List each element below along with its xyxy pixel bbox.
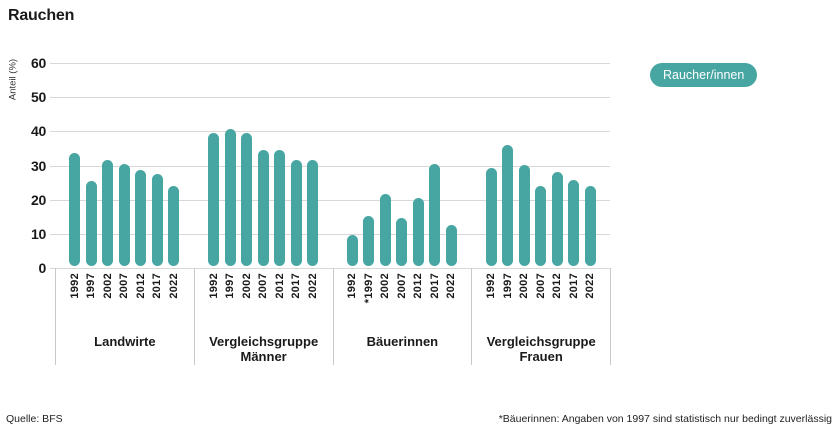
y-tick-label-50: 50 [31,89,46,106]
bar-2007 [118,163,130,266]
gridline-50 [50,97,610,99]
gridline-0 [50,268,610,269]
year-label: 2007 [118,273,131,299]
bars-row [55,63,194,268]
year-labels: 1992 1997 2002 2007 2012 2017 2022 [195,268,333,331]
y-tick-label-40: 40 [31,123,46,140]
year-label: 2017 [290,272,303,299]
y-tick-label-30: 30 [31,157,46,174]
year-label: 1992 [68,273,81,299]
bar-1997 [85,180,97,266]
bar-2012 [135,170,147,266]
year-label: 2002 [101,273,114,299]
footnote-text: *Bäuerinnen: Angaben von 1997 sind stati… [498,413,832,425]
plot-right-separator [610,268,611,365]
bar-2017 [429,163,441,266]
source-text: Quelle: BFS [6,413,63,425]
year-label: 1997 [224,272,237,299]
bar-1992 [208,132,220,266]
bar-2022 [168,185,180,266]
group-panel-1: 1992 1997 2002 2007 2012 2017 2022 Landwirte [55,63,194,365]
year-label: 2012 [273,272,286,299]
gridline-20 [50,199,610,201]
bar-1997 [502,144,514,266]
axis-box: 1992 1997 2002 2007 2012 2017 2022 Vergleichsgr… [471,267,610,365]
gridline-30 [50,165,610,167]
bar-2002 [518,165,530,266]
axis-box: 1992 *1997 2002 2007 2012 2017 2022 Bäuerinnen [332,268,472,365]
year-labels: 1992 1997 2002 2007 2012 2017 2022 [472,268,610,331]
group-panel-2: 1992 1997 2002 2007 2012 2017 2022 Vergleichsgr… [193,63,333,365]
year-label: 1992 [207,272,220,299]
bar-1992 [346,235,358,266]
year-label: 2012 [551,272,564,299]
year-label: 2007 [257,272,270,299]
year-label: 2022 [306,272,319,299]
bars-row [333,63,472,268]
year-label: 2007 [395,273,408,299]
year-label: 2012 [412,273,425,299]
year-label: 1997 [85,273,98,299]
year-label: 1997 [501,272,514,299]
year-label: 2012 [134,273,147,299]
axis-box: 1992 1997 2002 2007 2012 2017 2022 Vergleichsgr… [193,267,333,365]
bars-row [194,63,333,268]
group-label: Vergleichsgruppe Frauen [486,333,596,365]
y-tick-label-20: 20 [31,191,46,208]
bar-2017 [151,173,163,266]
y-tick-label-60: 60 [31,55,46,71]
bar-1992 [69,153,81,266]
plot-area [50,63,610,269]
group-label: Vergleichsgruppe Männer [209,333,319,365]
year-label: 2017 [567,272,580,299]
bar-2002 [102,160,114,266]
chart-title: Rauchen [8,7,75,24]
bar-2007 [257,149,269,266]
group-panel-3: 1992 *1997 2002 2007 2012 2017 2022 Bäuerinnen [332,63,472,365]
year-labels: 1992 *1997 2002 2007 2012 2017 2022 [334,268,472,331]
bar-2007 [396,218,408,266]
bar-2022 [445,225,457,266]
year-label: 2002 [518,272,531,299]
group-label: Landwirte [94,334,156,349]
bar-2017 [568,180,580,266]
year-label: 2002 [240,272,253,299]
bar-2012 [274,149,286,266]
gridline-10 [50,233,610,235]
group-label: Bäuerinnen [366,334,439,349]
bar-2017 [290,159,302,266]
year-label: 2022 [167,273,180,299]
group-panel-4: 1992 1997 2002 2007 2012 2017 2022 Vergleichsgr… [471,63,610,365]
gridline-40 [50,131,610,133]
bar-2012 [551,171,563,266]
year-label: 2022 [445,273,458,299]
year-labels: 1992 1997 2002 2007 2012 2017 2022 [56,268,194,331]
bar-2022 [307,159,319,266]
bar-2022 [584,185,596,266]
bar-2007 [535,185,547,266]
bar-1997 [224,129,236,266]
year-label: 1992 [485,272,498,299]
year-label: 2022 [584,272,597,299]
year-label: 2017 [151,273,164,299]
legend-pill[interactable]: Raucher/innen [650,63,758,87]
bars-row [471,63,610,268]
bar-2002 [241,132,253,266]
bar-2012 [412,197,424,266]
bar-2002 [379,194,391,266]
bar-1997 [363,216,375,266]
year-label: 1992 [346,273,359,299]
bar-panels: 1992 1997 2002 2007 2012 2017 2022 Landwirte 199… [55,63,610,365]
bar-1992 [485,168,497,266]
gridline-60 [50,63,610,64]
year-label: 2007 [534,272,547,299]
year-label: 2002 [379,273,392,299]
axis-box: 1992 1997 2002 2007 2012 2017 2022 Landwirte [55,268,194,365]
year-label: 2017 [428,273,441,299]
y-tick-label-10: 10 [31,225,46,242]
y-tick-label-0: 0 [38,260,47,276]
year-label: *1997 [362,273,375,304]
